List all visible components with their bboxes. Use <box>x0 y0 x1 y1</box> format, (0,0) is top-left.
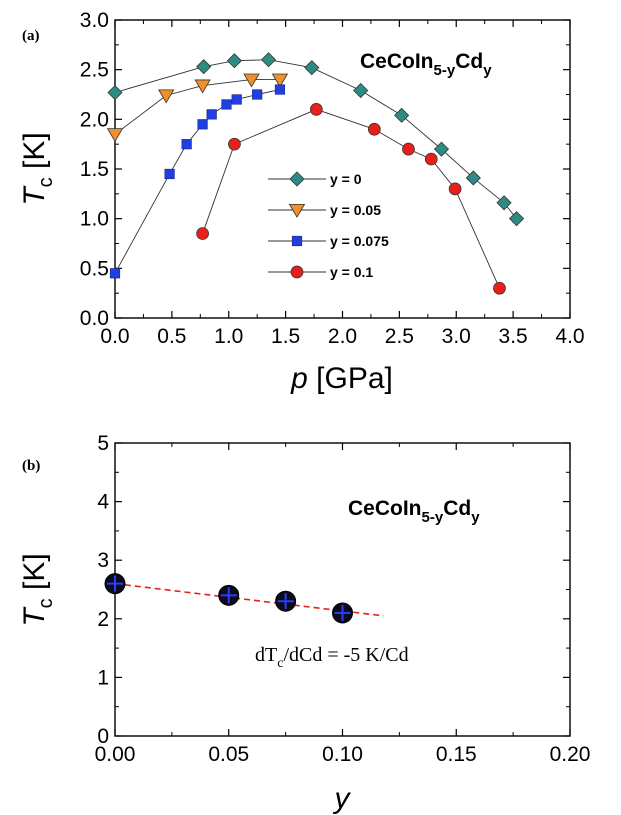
panel-label-b: (b) <box>22 458 40 474</box>
panel-label-a: (a) <box>22 28 40 44</box>
x-tick-label-b: 0.20 <box>550 743 591 766</box>
x-tick-label-a: 0.5 <box>157 325 186 348</box>
y-tick-label-b: 2 <box>97 608 109 631</box>
panel-a: 0.0 0.5 1.0 1.5 2.0 2.5 3.0 3.5 4.0 0.0 0.5 1.0 1.5 2… <box>18 9 585 395</box>
data-point <box>226 53 243 69</box>
legend-label: y = 0 <box>330 171 362 187</box>
chart-title-a: CeCoIn5-yCdy <box>360 50 492 79</box>
data-point <box>402 142 415 156</box>
data-point <box>252 89 263 100</box>
tick-labels-a: 0.0 0.5 1.0 1.5 2.0 2.5 3.0 3.5 4.0 0.0 0.5 1.0 1.5 2… <box>80 9 585 348</box>
y-tick-label-a: 1.0 <box>80 208 109 231</box>
series-layer-a <box>106 52 525 295</box>
series-layer-b <box>104 573 384 624</box>
data-point <box>221 99 232 110</box>
legend-marker <box>291 235 303 247</box>
x-tick-label-a: 3.5 <box>499 325 528 348</box>
y-tick-label-a: 0.5 <box>80 257 109 280</box>
slope-annotation: dTc/dCd = -5 K/Cd <box>255 644 409 671</box>
data-point <box>394 107 410 123</box>
axis-ticks-a <box>114 19 571 319</box>
data-point <box>309 103 323 116</box>
series-line-3 <box>202 108 500 289</box>
data-point <box>260 52 277 68</box>
data-point <box>424 152 438 166</box>
data-point-outline <box>104 573 126 595</box>
data-point <box>508 211 525 227</box>
y-tick-label-a: 1.5 <box>80 158 109 181</box>
y-axis-label-a: Tc [K] <box>18 132 57 205</box>
tick-labels-b: 0.00 0.05 0.10 0.15 0.20 0 1 2 3 4 5 <box>95 432 591 766</box>
legend-label: y = 0.075 <box>330 233 389 249</box>
legend-marker <box>290 265 304 279</box>
data-point <box>194 79 211 94</box>
y-tick-label-b: 5 <box>97 432 109 455</box>
data-point <box>228 137 241 151</box>
x-axis-label-b: y <box>333 782 352 815</box>
data-point <box>493 281 506 295</box>
data-point <box>433 141 450 157</box>
series-line-2 <box>114 89 281 274</box>
series-line-1 <box>114 79 280 135</box>
data-point <box>243 73 260 88</box>
data-point <box>164 168 175 180</box>
x-tick-label-b: 0.00 <box>95 743 136 766</box>
panel-b: 0.00 0.05 0.10 0.15 0.20 0 1 2 3 4 5 (b) CeCoIn5-y… <box>18 432 590 815</box>
x-tick-label-a: 0.0 <box>100 325 129 348</box>
x-tick-label-b: 0.05 <box>208 743 249 766</box>
data-point <box>353 82 369 99</box>
data-point <box>196 227 209 240</box>
legend-a: y = 0 y = 0.05 y = 0.075 y = 0.1 <box>268 171 389 280</box>
data-point <box>465 170 481 186</box>
x-tick-label-a: 2.5 <box>385 325 414 348</box>
legend-marker <box>289 171 305 187</box>
legend-marker <box>288 203 306 218</box>
x-tick-label-a: 2.0 <box>328 325 357 348</box>
y-tick-label-b: 3 <box>97 549 109 572</box>
y-tick-label-b: 0 <box>97 725 109 748</box>
data-point <box>231 94 242 105</box>
data-point <box>448 182 462 196</box>
legend-label: y = 0.1 <box>330 264 373 280</box>
x-tick-label-a: 1.5 <box>271 325 300 348</box>
x-tick-label-b: 0.10 <box>322 743 363 766</box>
plot-frame-b <box>114 442 571 737</box>
y-tick-label-a: 2.5 <box>80 59 109 82</box>
data-point <box>304 60 320 76</box>
y-tick-label-b: 1 <box>97 666 109 689</box>
y-tick-label-a: 3.0 <box>80 9 109 32</box>
x-axis-label-a: p [GPa] <box>290 362 393 395</box>
data-point-outline <box>332 602 353 624</box>
legend-label: y = 0.05 <box>330 202 381 218</box>
x-tick-label-a: 4.0 <box>555 325 584 348</box>
data-point <box>197 119 208 130</box>
data-point <box>271 73 289 88</box>
x-tick-label-a: 3.0 <box>442 325 471 348</box>
y-tick-label-a: 2.0 <box>80 108 109 131</box>
x-tick-label-b: 0.15 <box>436 743 477 766</box>
y-tick-label-b: 4 <box>97 491 109 514</box>
y-axis-label-b: Tc [K] <box>18 553 57 626</box>
data-point <box>181 139 192 150</box>
data-point <box>106 128 124 143</box>
data-point <box>206 109 217 120</box>
data-point <box>107 84 123 101</box>
data-point <box>367 122 381 136</box>
data-point <box>109 268 121 279</box>
x-tick-label-a: 1.0 <box>214 325 243 348</box>
y-tick-label-a: 0.0 <box>80 307 109 330</box>
data-point-outline <box>218 584 240 606</box>
data-point <box>274 84 286 95</box>
axis-ticks-b <box>114 442 571 737</box>
chart-title-b: CeCoIn5-yCdy <box>348 497 480 526</box>
data-point <box>157 89 175 104</box>
data-point <box>196 59 212 75</box>
data-point-outline <box>275 590 297 612</box>
data-point <box>496 195 512 211</box>
